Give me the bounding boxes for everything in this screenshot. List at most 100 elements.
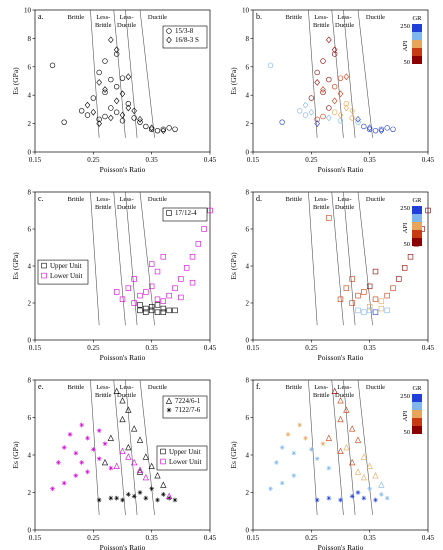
data-point <box>113 462 120 469</box>
data-point <box>331 46 338 54</box>
legend-label: 15/3-8 <box>175 27 194 35</box>
data-point <box>195 241 202 247</box>
panel-label: d. <box>256 194 262 203</box>
zone-label: Brittle <box>68 196 85 203</box>
zone-label: Less- <box>120 196 134 203</box>
data-point <box>172 497 178 503</box>
zone-boundary-line <box>343 191 356 326</box>
data-point <box>84 112 91 118</box>
legend-marker <box>166 210 172 216</box>
y-tick-label: 4 <box>28 92 32 100</box>
data-point <box>96 79 102 86</box>
data-point <box>273 460 279 465</box>
x-axis-label: Poisson's Ratio <box>318 353 364 362</box>
data-point <box>61 480 67 486</box>
chart-panel-a: Brittle Less-BrittleLess-DuctileDuctilea.… <box>11 7 217 175</box>
data-point <box>349 458 356 466</box>
data-point <box>285 431 291 437</box>
data-point <box>349 115 355 121</box>
data-point <box>125 101 132 107</box>
colorbar-segment <box>412 206 422 214</box>
colorbar-segment <box>412 24 422 32</box>
x-axis-label: Poisson's Ratio <box>100 165 146 174</box>
data-point <box>131 458 138 466</box>
colorbar-segment <box>412 402 422 410</box>
x-tick-label: 0.35 <box>146 156 159 164</box>
legend-marker <box>160 448 166 455</box>
data-point <box>125 406 132 413</box>
y-tick-label: 2 <box>246 300 250 308</box>
x-tick-label: 0.45 <box>204 534 217 542</box>
data-point <box>337 397 344 404</box>
data-point <box>320 441 326 447</box>
zone-boundary-line <box>343 9 356 138</box>
data-point <box>73 473 79 479</box>
legend-marker <box>160 458 166 465</box>
data-point <box>378 491 384 497</box>
data-point <box>366 283 373 290</box>
data-point <box>79 460 85 465</box>
data-point <box>349 425 356 432</box>
zone-boundary-line <box>113 379 126 516</box>
colorbar-segment <box>412 418 422 426</box>
legend-label: Upper Unit <box>50 262 82 270</box>
data-point <box>303 435 308 441</box>
x-tick-label: 0.35 <box>146 344 159 352</box>
data-point <box>320 89 326 96</box>
data-point <box>366 462 373 469</box>
data-point <box>291 473 297 479</box>
data-point <box>326 114 332 122</box>
data-point <box>366 307 373 314</box>
y-tick-label: 2 <box>28 489 32 497</box>
data-point <box>137 490 143 495</box>
panel-label: f. <box>256 382 261 391</box>
x-tick-label: 0.25 <box>87 344 100 352</box>
zone-boundary-line <box>113 191 126 326</box>
x-tick-label: 0.35 <box>364 534 377 542</box>
panel-label: a. <box>38 12 44 21</box>
data-point <box>349 300 355 306</box>
data-point <box>326 36 332 44</box>
data-point <box>360 453 367 460</box>
x-tick-label: 0.15 <box>29 156 42 164</box>
data-point <box>361 123 367 130</box>
colorbar-segment <box>412 214 422 222</box>
y-tick-label: 8 <box>28 189 32 197</box>
data-point <box>302 112 309 118</box>
zone-boundary-line <box>139 379 155 516</box>
data-point <box>372 128 379 134</box>
data-point <box>125 73 132 81</box>
legend-label: Upper Unit <box>169 448 201 456</box>
y-tick-label: 0 <box>246 527 250 535</box>
data-point <box>355 119 361 125</box>
data-point <box>102 58 108 64</box>
zone-label: Less- <box>338 14 352 21</box>
data-point <box>337 415 344 423</box>
data-point <box>308 95 315 101</box>
data-point <box>137 115 143 123</box>
data-point <box>337 90 344 98</box>
data-point <box>154 296 161 302</box>
y-tick-label: 2 <box>246 489 250 497</box>
data-point <box>320 86 326 93</box>
data-point <box>73 450 79 456</box>
colorbar-segment <box>412 230 422 238</box>
data-point <box>119 75 126 81</box>
colorbar-segment <box>412 238 422 246</box>
data-point <box>160 481 167 488</box>
data-point <box>183 265 190 271</box>
panel-label: e. <box>38 382 44 391</box>
data-point <box>149 486 155 492</box>
zone-label: Brittle <box>286 14 303 21</box>
data-point <box>372 268 379 275</box>
zone-label: Less- <box>338 384 352 391</box>
data-point <box>131 276 137 282</box>
y-axis-label: Es (GPa) <box>11 441 20 469</box>
data-point <box>308 108 315 116</box>
data-point <box>366 126 373 132</box>
y-tick-label: 8 <box>28 377 32 385</box>
data-point <box>137 307 143 314</box>
colorbar-title: GR <box>412 197 422 204</box>
chart-panel-c: Brittle Less-BrittleLess-DuctileDuctilec.… <box>11 189 217 363</box>
data-point <box>337 111 344 119</box>
